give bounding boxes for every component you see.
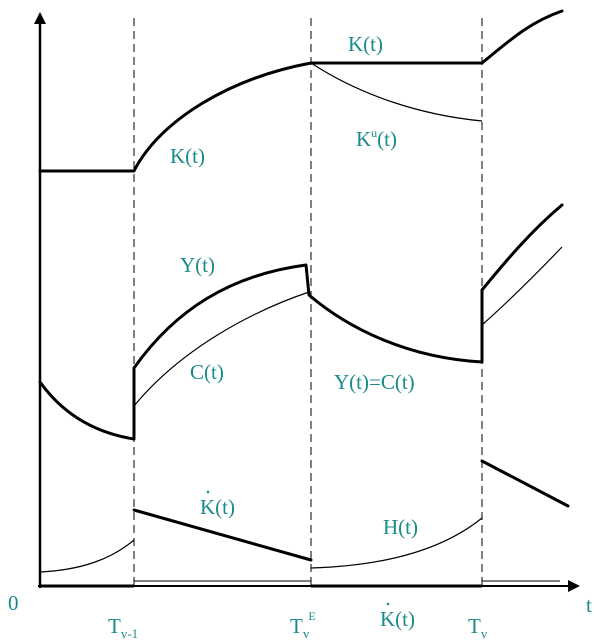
h-curve (310, 517, 483, 569)
h-curve-left (39, 539, 135, 573)
c-curve-right (481, 246, 563, 326)
c-curve (133, 291, 310, 407)
y-curve (38, 203, 564, 441)
label-y-eq-c: Y(t)=C(t) (334, 370, 415, 394)
label-y: Y(t) (180, 253, 215, 277)
label-c: C(t) (190, 360, 224, 384)
origin-label: 0 (8, 591, 19, 615)
tick-t-v-minus-1: Tv-1 (108, 614, 138, 641)
k-dot-line-right (480, 459, 570, 508)
tick-t-v: Tv (468, 614, 488, 641)
k-dot-line (132, 508, 313, 562)
label-k-top: K(t) (348, 32, 383, 56)
label-k-u: Ku(t) (356, 126, 397, 151)
label-h: H(t) (383, 515, 418, 539)
label-k-dot-bottom: K(t) (380, 607, 415, 631)
label-k-mid: K(t) (170, 144, 205, 168)
x-axis-label: t (586, 593, 592, 617)
k-curve (38, 9, 564, 173)
dot-mark-left (206, 490, 210, 494)
label-k-dot-left: K(t) (200, 495, 235, 519)
tick-t-v-e: TvE (290, 609, 316, 641)
k-u-curve (310, 62, 483, 122)
dot-mark-bottom (386, 602, 390, 606)
